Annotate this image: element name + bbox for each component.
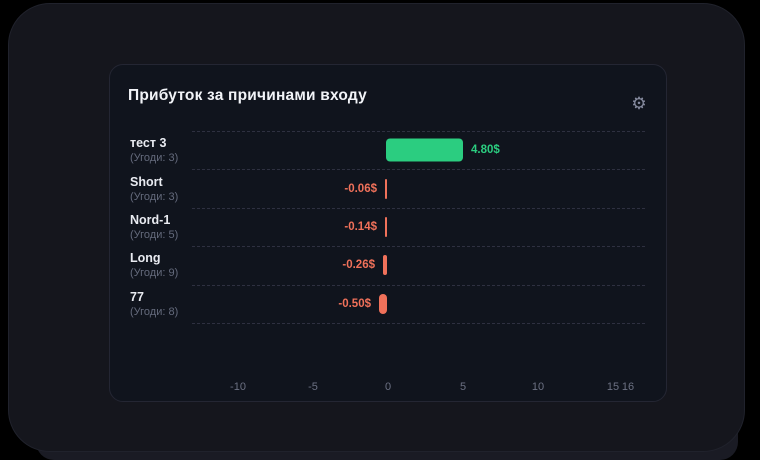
row-name: 77 <box>130 289 144 304</box>
settings-button[interactable]: ⚙ <box>628 93 650 115</box>
row-label: Short (Угоди: 3) <box>130 175 178 203</box>
card-title: Прибуток за причинами входу <box>128 87 367 104</box>
row-label: тест 3 (Угоди: 3) <box>130 136 178 164</box>
row-name: тест 3 <box>130 136 167 151</box>
row-separator <box>192 322 645 324</box>
profit-bar[interactable] <box>385 178 387 199</box>
row-separator <box>192 207 645 209</box>
profit-bar[interactable] <box>379 293 387 314</box>
row-label: Nord-1 (Угоди: 5) <box>130 213 178 241</box>
row-trades-count: (Угоди: 5) <box>130 228 179 241</box>
bar-value-label: -0.14$ <box>344 220 377 233</box>
x-axis: -10 -5 0 5 10 15 16 <box>110 381 666 397</box>
chart-row: Short (Угоди: 3) -0.06$ <box>110 169 666 207</box>
profit-bar[interactable] <box>386 138 463 162</box>
bar-value-label: -0.06$ <box>344 182 377 195</box>
row-label: 77 (Угоди: 8) <box>130 290 178 318</box>
gear-icon: ⚙ <box>631 93 647 114</box>
chart-row: 77 (Угоди: 8) -0.50$ <box>110 284 666 323</box>
bar-value-label: 4.80$ <box>471 144 500 157</box>
row-trades-count: (Угоди: 3) <box>130 190 179 203</box>
row-label: Long (Угоди: 9) <box>130 251 178 279</box>
x-axis-tick-label: 10 <box>531 381 545 393</box>
row-name: Long <box>130 251 161 266</box>
bar-value-label: -0.50$ <box>338 297 371 310</box>
profit-by-entry-reason-card: Прибуток за причинами входу ⚙ тест 3 (Уго… <box>109 64 667 402</box>
x-axis-tick-label: 16 <box>621 381 635 393</box>
x-axis-tick-label: 0 <box>384 381 392 393</box>
row-trades-count: (Угоди: 8) <box>130 305 179 318</box>
x-axis-tick-label: -10 <box>230 381 246 393</box>
bar-value-label: -0.26$ <box>342 259 375 272</box>
row-name: Short <box>130 174 163 189</box>
profit-bar[interactable] <box>383 255 387 276</box>
row-trades-count: (Угоди: 3) <box>130 152 179 165</box>
x-axis-tick-label: 5 <box>459 381 467 393</box>
row-name: Nord-1 <box>130 212 171 227</box>
row-trades-count: (Угоди: 9) <box>130 267 179 280</box>
row-separator <box>192 246 645 248</box>
row-separator <box>192 131 645 132</box>
chart-row: тест 3 (Угоди: 3) 4.80$ <box>110 131 666 169</box>
profit-bar-chart: тест 3 (Угоди: 3) 4.80$ Short (Угоди: 3) -0.0… <box>110 131 666 393</box>
row-separator <box>192 284 645 286</box>
x-axis-tick-label: -5 <box>308 381 318 393</box>
profit-bar[interactable] <box>385 216 387 237</box>
app-window: Прибуток за причинами входу ⚙ тест 3 (Уго… <box>8 3 745 452</box>
chart-row: Nord-1 (Угоди: 5) -0.14$ <box>110 207 666 246</box>
chart-row: Long (Угоди: 9) -0.26$ <box>110 246 666 284</box>
profit-bar-chart-rows: тест 3 (Угоди: 3) 4.80$ Short (Угоди: 3) -0.0… <box>110 131 666 324</box>
row-separator <box>192 169 645 171</box>
x-axis-tick-label: 15 <box>606 381 620 393</box>
